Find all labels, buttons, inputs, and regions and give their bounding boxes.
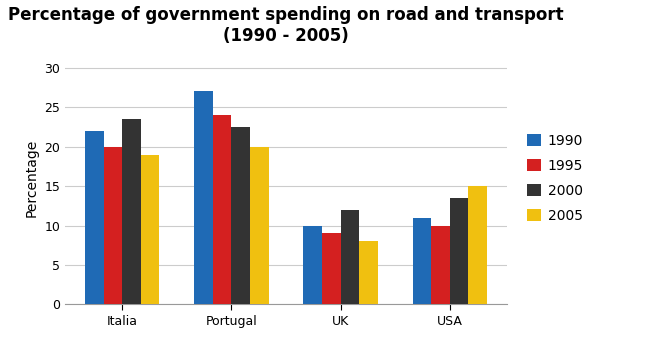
Bar xyxy=(194,91,213,304)
Legend: 1990, 1995, 2000, 2005: 1990, 1995, 2000, 2005 xyxy=(523,129,588,227)
Bar xyxy=(250,147,268,304)
Bar xyxy=(103,147,122,304)
Bar xyxy=(341,210,359,304)
Title: Percentage of government spending on road and transport
(1990 - 2005): Percentage of government spending on roa… xyxy=(8,6,564,45)
Y-axis label: Percentage: Percentage xyxy=(25,139,39,217)
Bar xyxy=(304,226,322,304)
Bar xyxy=(322,234,341,304)
Bar xyxy=(122,119,141,304)
Bar xyxy=(231,127,250,304)
Bar xyxy=(450,198,469,304)
Bar xyxy=(413,218,431,304)
Bar xyxy=(359,242,378,304)
Bar xyxy=(431,226,450,304)
Bar xyxy=(85,131,103,304)
Bar xyxy=(141,155,159,304)
Bar xyxy=(469,186,487,304)
Bar xyxy=(213,115,231,304)
